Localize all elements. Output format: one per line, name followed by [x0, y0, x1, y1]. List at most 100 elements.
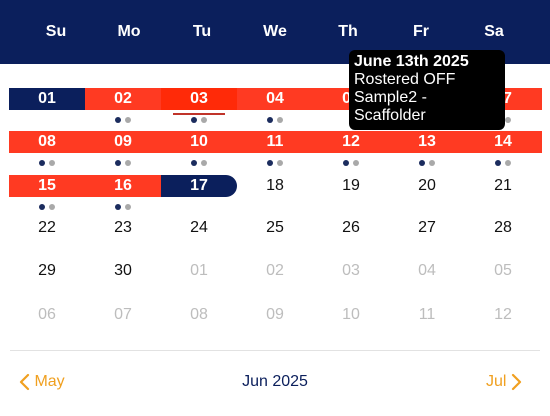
event-dot: [277, 117, 283, 123]
day-cell-next-month[interactable]: 06: [38, 306, 56, 323]
event-dot: [505, 117, 511, 123]
weekday-th: Th: [338, 23, 358, 40]
event-dot: [191, 117, 197, 123]
event-dots: [237, 117, 313, 125]
day-cell[interactable]: 14: [494, 133, 512, 150]
event-dot: [419, 160, 425, 166]
event-dot: [125, 204, 131, 210]
day-cell[interactable]: 20: [418, 177, 436, 194]
tooltip-line: Rostered OFF: [354, 71, 456, 88]
day-cell[interactable]: 30: [114, 262, 132, 279]
day-cell[interactable]: 16: [114, 177, 132, 194]
day-cell-next-month[interactable]: 09: [266, 306, 284, 323]
day-cell[interactable]: 19: [342, 177, 360, 194]
event-dot: [49, 160, 55, 166]
chevron-left-icon: [18, 373, 30, 390]
day-cell[interactable]: 23: [114, 219, 132, 236]
prev-month-button[interactable]: May: [18, 370, 65, 394]
day-cell[interactable]: 09: [114, 133, 132, 150]
today-underline: [173, 113, 225, 115]
event-dot: [343, 160, 349, 166]
weekday-mo: Mo: [117, 23, 141, 40]
event-dot: [115, 160, 121, 166]
event-dot: [267, 117, 273, 123]
day-cell[interactable]: 04: [266, 90, 284, 107]
weekday-fr: Fr: [413, 23, 429, 40]
next-month-button[interactable]: Jul: [486, 370, 523, 394]
day-cell[interactable]: 13: [418, 133, 436, 150]
event-dots: [85, 204, 161, 212]
event-dots: [313, 160, 389, 168]
day-cell-next-month[interactable]: 03: [342, 262, 360, 279]
current-day-bar: [161, 175, 237, 197]
footer-divider: [10, 350, 540, 351]
event-dots: [85, 117, 161, 125]
event-dot: [115, 204, 121, 210]
rostered-bar: [9, 175, 161, 197]
weekday-sa: Sa: [484, 23, 504, 40]
tooltip-line: Scaffolder: [354, 107, 426, 124]
day-cell[interactable]: 26: [342, 219, 360, 236]
day-cell[interactable]: 25: [266, 219, 284, 236]
day-cell[interactable]: 24: [190, 219, 208, 236]
weekday-su: Su: [45, 23, 67, 40]
event-dots: [161, 160, 237, 168]
day-cell-next-month[interactable]: 10: [342, 306, 360, 323]
event-dot: [353, 160, 359, 166]
day-cell-next-month[interactable]: 02: [266, 262, 284, 279]
event-dot: [191, 160, 197, 166]
day-cell-next-month[interactable]: 05: [494, 262, 512, 279]
event-dot: [115, 117, 121, 123]
event-dot: [49, 204, 55, 210]
day-cell-next-month[interactable]: 01: [190, 262, 208, 279]
day-cell-next-month[interactable]: 08: [190, 306, 208, 323]
day-cell-next-month[interactable]: 04: [418, 262, 436, 279]
event-dots: [465, 160, 541, 168]
event-dots: [237, 160, 313, 168]
day-cell[interactable]: 12: [342, 133, 360, 150]
day-cell[interactable]: 18: [266, 177, 284, 194]
rostered-bar: [85, 88, 161, 110]
event-dots: [161, 117, 237, 125]
event-dots: [9, 204, 85, 212]
tooltip-line: Sample2 -: [354, 89, 427, 106]
rostered-bar-start: [9, 88, 85, 110]
event-dots: [389, 160, 465, 168]
day-cell[interactable]: 21: [494, 177, 512, 194]
weekday-header: Su Mo Tu We Th Fr Sa: [0, 0, 550, 64]
weekday-we: We: [263, 23, 287, 40]
next-month-label: Jul: [486, 373, 507, 390]
event-dot: [267, 160, 273, 166]
chevron-right-icon: [511, 373, 523, 390]
event-dot: [39, 204, 45, 210]
day-cell[interactable]: 10: [190, 133, 208, 150]
event-dot: [125, 117, 131, 123]
day-cell-next-month[interactable]: 11: [418, 306, 436, 323]
day-cell-today[interactable]: 03: [190, 90, 208, 107]
event-dot: [39, 160, 45, 166]
day-cell[interactable]: 02: [114, 90, 132, 107]
current-month-label: Jun 2025: [242, 373, 308, 390]
day-cell-next-month[interactable]: 07: [114, 306, 132, 323]
event-dot: [495, 160, 501, 166]
day-cell-current[interactable]: 17: [190, 177, 208, 194]
weekday-tu: Tu: [192, 23, 212, 40]
day-cell[interactable]: 28: [494, 219, 512, 236]
event-dot: [277, 160, 283, 166]
event-dot: [505, 160, 511, 166]
tooltip-title: June 13th 2025: [354, 53, 469, 70]
day-cell[interactable]: 01: [38, 90, 56, 107]
event-dot: [125, 160, 131, 166]
day-cell[interactable]: 11: [266, 133, 284, 150]
prev-month-label: May: [34, 373, 65, 390]
day-cell[interactable]: 27: [418, 219, 436, 236]
event-dot: [429, 160, 435, 166]
rostered-bar: [9, 131, 542, 153]
day-cell[interactable]: 08: [38, 133, 56, 150]
day-cell[interactable]: 15: [38, 177, 56, 194]
event-dot: [201, 117, 207, 123]
day-cell-next-month[interactable]: 12: [494, 306, 512, 323]
day-cell[interactable]: 22: [38, 219, 56, 236]
day-cell[interactable]: 29: [38, 262, 56, 279]
event-dots: [9, 160, 85, 168]
